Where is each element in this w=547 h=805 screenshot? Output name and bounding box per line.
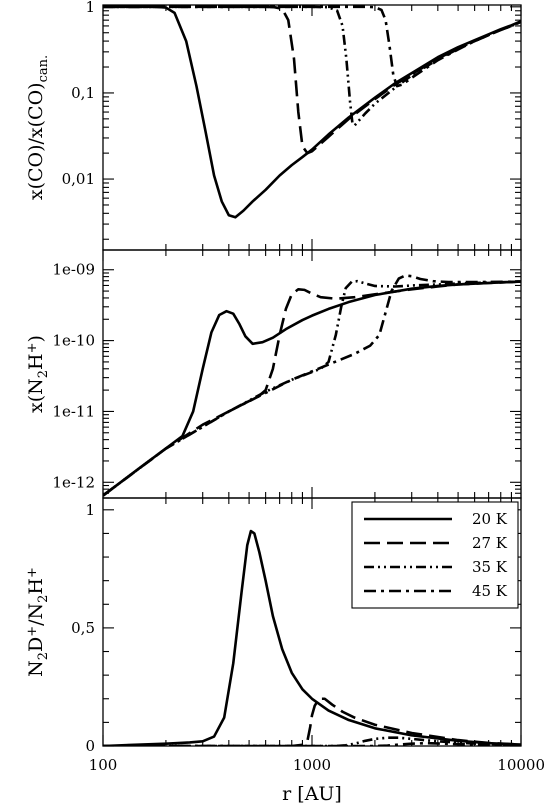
y-axis-label: x(CO)/x(CO)can. xyxy=(25,55,51,200)
legend-label: 20 K xyxy=(472,510,508,528)
series-line-long-dash xyxy=(103,5,521,155)
y-tick-label: 1e-12 xyxy=(52,473,95,491)
y-tick-label: 0,5 xyxy=(71,619,95,637)
legend: 20 K 27 K 35 K 45 K xyxy=(351,501,519,609)
series-line-dash-dot-dot xyxy=(103,5,521,127)
legend-label: 45 K xyxy=(472,582,508,600)
series-line-long-dash xyxy=(103,280,521,497)
y-tick-label: 1e-11 xyxy=(52,402,95,420)
x-tick-label: 1000 xyxy=(293,756,331,774)
series-line-solid xyxy=(103,280,521,497)
x-tick-label: 10000 xyxy=(497,756,545,774)
y-tick-label: 1 xyxy=(85,0,95,16)
plot-frame xyxy=(102,4,522,251)
y-tick-label: 0 xyxy=(85,737,95,755)
series-line-dash-dot xyxy=(103,274,521,497)
panel-n2h-abundance: 1e-12 1e-11 1e-10 1e-09 x(N2H+) xyxy=(25,249,522,499)
series-line-dash-dot-dot xyxy=(103,736,521,746)
series-line-solid xyxy=(103,5,521,219)
series-line-dash-dot xyxy=(103,741,521,746)
y-axis-label: N2D+/N2H+ xyxy=(25,567,51,677)
y-tick-label: 1e-10 xyxy=(52,332,95,350)
plot-frame xyxy=(102,249,522,499)
y-tick-label: 0,01 xyxy=(62,170,95,188)
panel-deuteration-ratio: 0 0,5 1 100 1000 10000 r [AU] N2D+/N2H+ 20 K 27 K… xyxy=(25,497,545,805)
y-tick-label: 1e-09 xyxy=(52,261,95,279)
series-line-dash-dot-dot xyxy=(103,279,521,497)
x-tick-label: 100 xyxy=(89,756,118,774)
legend-label: 35 K xyxy=(472,558,508,576)
x-axis-label: r [AU] xyxy=(282,783,342,805)
panel-co-depletion: 0,01 0,1 1 x(CO)/x(CO)can. xyxy=(25,0,522,251)
y-tick-label: 1 xyxy=(85,501,95,519)
series-line-solid xyxy=(103,529,521,746)
series-line-dash-dot xyxy=(103,5,521,88)
y-axis-label: x(N2H+) xyxy=(25,335,51,413)
series-line-long-dash xyxy=(103,697,521,746)
y-tick-label: 0,1 xyxy=(71,84,95,102)
legend-label: 27 K xyxy=(472,534,508,552)
